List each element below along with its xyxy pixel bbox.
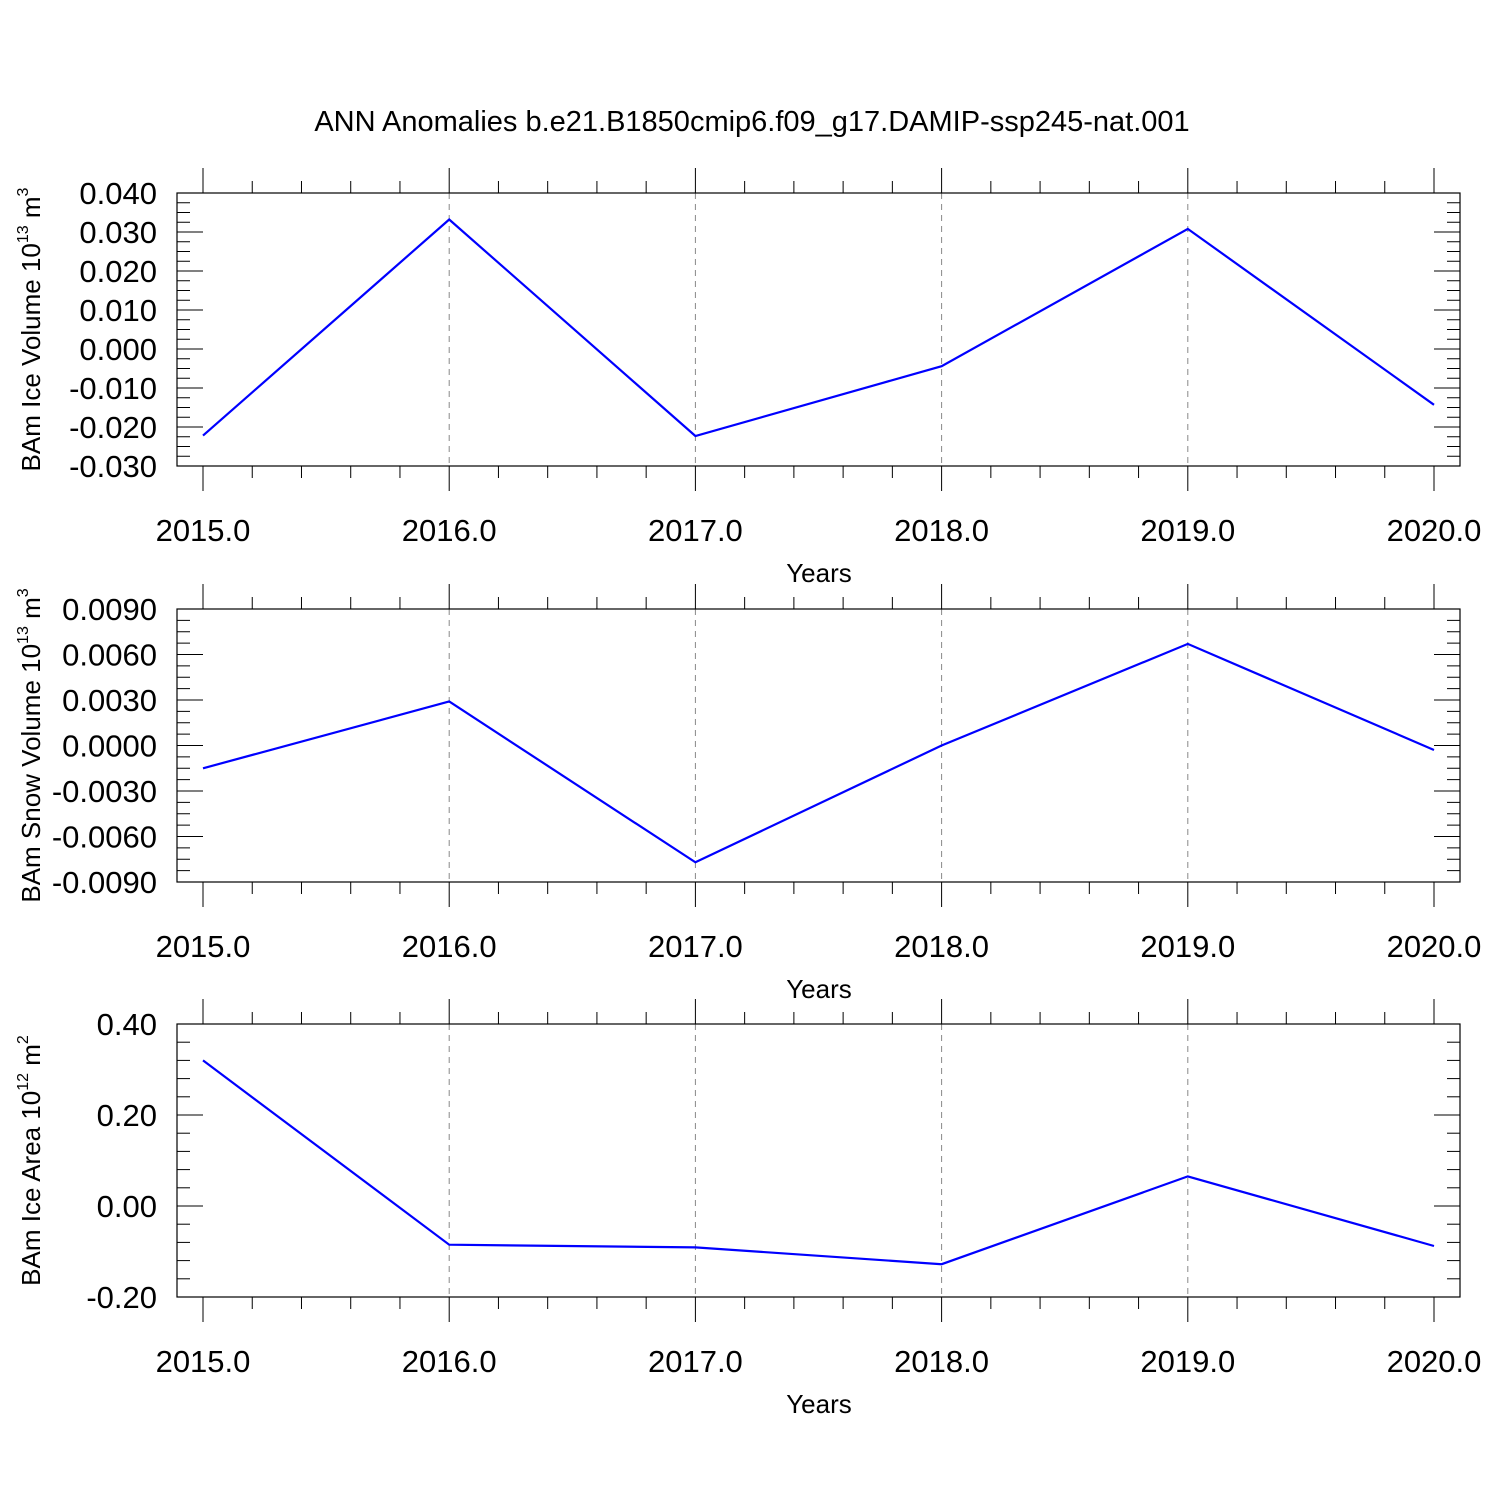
x-tick-label: 2018.0 bbox=[894, 929, 989, 964]
x-tick-label: 2018.0 bbox=[894, 513, 989, 548]
y-tick-label: 0.00 bbox=[97, 1189, 157, 1224]
y-axis-label-unit: m bbox=[16, 1044, 46, 1073]
series-line bbox=[202, 1059, 1435, 1266]
y-axis-label-main: BAm Ice Area 10 bbox=[16, 1091, 46, 1286]
y-axis-label-exponent: 13 bbox=[15, 225, 32, 243]
x-tick-label: 2017.0 bbox=[648, 513, 743, 548]
y-axis-label-exponent: 13 bbox=[15, 626, 32, 644]
x-axis-label: Years bbox=[786, 558, 852, 588]
x-tick-label: 2017.0 bbox=[648, 929, 743, 964]
y-axis-label-unit-exponent: 3 bbox=[15, 588, 32, 597]
plot-frame bbox=[176, 192, 1461, 467]
series-line bbox=[202, 218, 1435, 438]
panel-3: -0.20 0.00 0.20 0.40 2015.0 2016.0 2017.0 2018.… bbox=[15, 999, 1481, 1419]
panel-1: -0.030 -0.020 -0.010 0.000 0.010 0.020 0.030 0.… bbox=[15, 168, 1481, 588]
x-axis-label: Years bbox=[786, 974, 852, 1004]
figure-title: ANN Anomalies b.e21.B1850cmip6.f09_g17.D… bbox=[314, 106, 1189, 138]
plot-frame bbox=[176, 608, 1461, 883]
panel-2: -0.0090 -0.0060 -0.0030 0.0000 0.0030 0.0060 0… bbox=[15, 584, 1481, 1004]
y-tick-label: -0.20 bbox=[86, 1280, 157, 1315]
y-tick-label: 0.020 bbox=[79, 254, 157, 289]
y-tick-label: 0.0090 bbox=[62, 592, 157, 627]
y-tick-label: -0.0030 bbox=[52, 774, 157, 809]
y-tick-label: -0.0060 bbox=[52, 820, 157, 855]
x-tick-label: 2019.0 bbox=[1140, 1344, 1235, 1379]
plot-frame bbox=[176, 1023, 1461, 1298]
y-axis-label: BAm Ice Volume 1013 m3 bbox=[15, 187, 46, 471]
y-tick-label: 0.040 bbox=[79, 176, 157, 211]
x-tick-label: 2020.0 bbox=[1387, 929, 1482, 964]
y-tick-label: 0.0000 bbox=[62, 729, 157, 764]
y-axis-label-unit: m bbox=[16, 597, 46, 626]
y-tick-label: 0.010 bbox=[79, 293, 157, 328]
x-tick-label: 2018.0 bbox=[894, 1344, 989, 1379]
x-tick-label: 2016.0 bbox=[402, 1344, 497, 1379]
y-tick-label: -0.030 bbox=[69, 449, 157, 484]
x-tick-label: 2016.0 bbox=[402, 513, 497, 548]
y-axis-label-unit: m bbox=[16, 196, 46, 225]
y-tick-label: -0.010 bbox=[69, 371, 157, 406]
y-tick-label: 0.0060 bbox=[62, 638, 157, 673]
x-tick-label: 2017.0 bbox=[648, 1344, 743, 1379]
y-tick-label: 0.030 bbox=[79, 215, 157, 250]
series-line bbox=[202, 642, 1435, 864]
y-axis-label-unit-exponent: 3 bbox=[15, 187, 32, 196]
x-axis-label: Years bbox=[786, 1389, 852, 1419]
y-axis-label-exponent: 12 bbox=[15, 1073, 32, 1091]
y-axis-label-main: BAm Ice Volume 10 bbox=[16, 243, 46, 471]
x-tick-label: 2019.0 bbox=[1140, 513, 1235, 548]
y-tick-label: 0.000 bbox=[79, 332, 157, 367]
y-tick-label: 0.20 bbox=[97, 1098, 157, 1133]
x-tick-label: 2020.0 bbox=[1387, 1344, 1482, 1379]
y-tick-label: 0.40 bbox=[97, 1007, 157, 1042]
x-tick-label: 2015.0 bbox=[156, 929, 251, 964]
y-axis-label: BAm Snow Volume 1013 m3 bbox=[15, 588, 46, 902]
x-tick-label: 2020.0 bbox=[1387, 513, 1482, 548]
y-tick-label: 0.0030 bbox=[62, 683, 157, 718]
x-tick-label: 2015.0 bbox=[156, 1344, 251, 1379]
y-axis-label-unit-exponent: 2 bbox=[15, 1035, 32, 1044]
x-tick-label: 2015.0 bbox=[156, 513, 251, 548]
y-tick-label: -0.0090 bbox=[52, 865, 157, 900]
x-tick-label: 2019.0 bbox=[1140, 929, 1235, 964]
x-tick-label: 2016.0 bbox=[402, 929, 497, 964]
y-axis-label-main: BAm Snow Volume 10 bbox=[16, 644, 46, 903]
y-axis-label: BAm Ice Area 1012 m2 bbox=[15, 1035, 46, 1286]
y-tick-label: -0.020 bbox=[69, 410, 157, 445]
